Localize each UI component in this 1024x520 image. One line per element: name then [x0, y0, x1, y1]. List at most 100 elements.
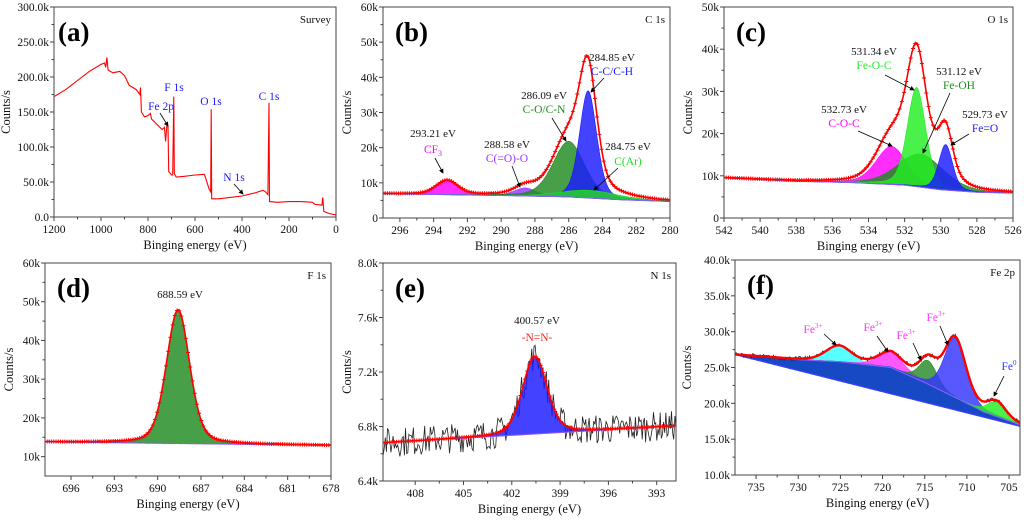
envelope-marker — [190, 378, 195, 383]
envelope-marker — [946, 126, 951, 131]
label-cc-ch: C-C/C-H — [591, 66, 633, 78]
peak-component-0 — [383, 356, 676, 444]
panel-letter: (e) — [395, 273, 425, 303]
envelope-marker — [973, 184, 978, 189]
envelope-marker — [170, 322, 175, 327]
panel-a: 1200 1000 800 600 400 200 0 0.0 50.0k 100.0k 150.0… — [0, 2, 339, 252]
envelope-marker — [875, 148, 880, 153]
envelope-marker — [533, 178, 538, 183]
envelope-marker — [581, 59, 586, 64]
panel-letter: (f) — [747, 270, 774, 300]
envelope-marker — [615, 186, 620, 191]
x-axis-label: Binging energy (eV) — [475, 239, 578, 253]
y-tick-label: 10.0k — [704, 470, 730, 482]
x-tick-label: 526 — [1004, 225, 1022, 237]
panel-letter: (d) — [57, 273, 90, 303]
envelope-marker — [928, 115, 933, 120]
y-axis-label: Counts/s — [2, 347, 16, 391]
envelope-marker — [541, 370, 546, 375]
envelope-marker — [919, 61, 924, 66]
x-tick-label: 725 — [832, 482, 850, 494]
y-tick-label: 150.0k — [17, 107, 49, 119]
y-tick-label: 50.0k — [23, 177, 49, 189]
x-tick-label: 800 — [139, 224, 157, 236]
y-tick-label: 15.0k — [704, 434, 730, 446]
be-feoc: 531.34 eV — [851, 46, 897, 58]
y-tick-label: 20.0k — [704, 398, 730, 410]
envelope-marker — [561, 421, 566, 426]
envelope-marker — [937, 123, 942, 128]
label-sup: 3+ — [815, 322, 823, 330]
label-fe3-3: Fe3+ — [897, 328, 916, 342]
envelope-marker — [201, 424, 206, 429]
arrow-fe3-4 — [939, 325, 949, 346]
envelope-marker — [146, 430, 151, 435]
label-text: Fe — [927, 312, 939, 324]
x-tick-label: 540 — [752, 225, 770, 237]
y-tick-label: 6.8k — [358, 422, 378, 434]
envelope-marker — [522, 377, 527, 382]
envelope-marker — [495, 430, 500, 435]
y-tick-label: 50k — [702, 2, 720, 14]
envelope-marker — [630, 192, 635, 197]
y-axis-label: Counts/s — [0, 90, 13, 134]
envelope-marker — [137, 436, 142, 441]
envelope-marker — [948, 136, 953, 141]
envelope-marker — [431, 185, 436, 190]
envelope-marker — [135, 436, 140, 441]
envelope-marker — [181, 323, 186, 328]
x-tick-label: 288 — [526, 225, 544, 237]
x-tick-label: 600 — [186, 224, 204, 236]
envelope-marker — [502, 189, 507, 194]
y-tick-label: 50k — [23, 297, 41, 309]
envelope-marker — [203, 428, 208, 433]
label-sup: 3+ — [908, 328, 916, 336]
x-tick-label: 408 — [407, 488, 425, 500]
y-tick-label: 25.0k — [704, 363, 730, 375]
plot-area — [45, 308, 331, 448]
x-tick-label: 681 — [279, 483, 297, 495]
envelope-marker — [970, 183, 975, 188]
envelope-marker — [210, 435, 215, 440]
x-tick-label: 530 — [932, 225, 950, 237]
envelope-marker — [511, 413, 516, 418]
envelope-marker — [565, 424, 570, 429]
be-cc-ch: 284.85 eV — [589, 52, 635, 64]
label-cf3: CF3 — [424, 144, 442, 158]
label-fe3-2: Fe3+ — [864, 320, 883, 334]
arrow-car — [593, 167, 619, 191]
envelope-marker — [964, 179, 969, 184]
x-tick-label: 290 — [493, 225, 511, 237]
envelope-marker — [924, 90, 929, 95]
envelope-marker — [855, 172, 860, 177]
envelope-marker — [199, 418, 204, 423]
label-f1s: F 1s — [164, 82, 184, 94]
arrow-cf3 — [434, 157, 444, 174]
x-tick-label: 678 — [322, 483, 340, 495]
panel-d: 696 693 690 687 684 681 678 10k 20k 30k 40k 50k 60k B… — [2, 258, 340, 511]
envelope-marker — [888, 123, 893, 128]
envelope-marker — [944, 120, 949, 125]
envelope-marker — [159, 390, 164, 395]
envelope-marker — [422, 189, 427, 194]
envelope-marker — [525, 369, 530, 374]
panel-c: 542 540 538 536 534 532 530 528 526 0 10k 20k 30k 40k… — [681, 2, 1022, 253]
y-tick-label: 10k — [23, 452, 41, 464]
y-tick-label: 30k — [23, 374, 41, 386]
envelope-marker — [456, 183, 461, 188]
envelope-marker — [429, 186, 434, 191]
label-coc: C-O-C — [828, 118, 860, 130]
envelope-marker — [544, 167, 549, 172]
x-axis-label: Binging energy (eV) — [817, 239, 920, 253]
label-text: Fe — [897, 330, 909, 342]
envelope-marker — [612, 184, 617, 189]
envelope-marker — [603, 168, 608, 173]
x-tick-label: 405 — [455, 488, 473, 500]
x-tick-label: 693 — [106, 483, 124, 495]
x-tick-label: 536 — [824, 225, 842, 237]
envelope-marker — [588, 63, 593, 68]
x-tick-label: 282 — [628, 225, 646, 237]
y-tick-label: 20k — [361, 143, 379, 155]
envelope-marker — [504, 189, 509, 194]
